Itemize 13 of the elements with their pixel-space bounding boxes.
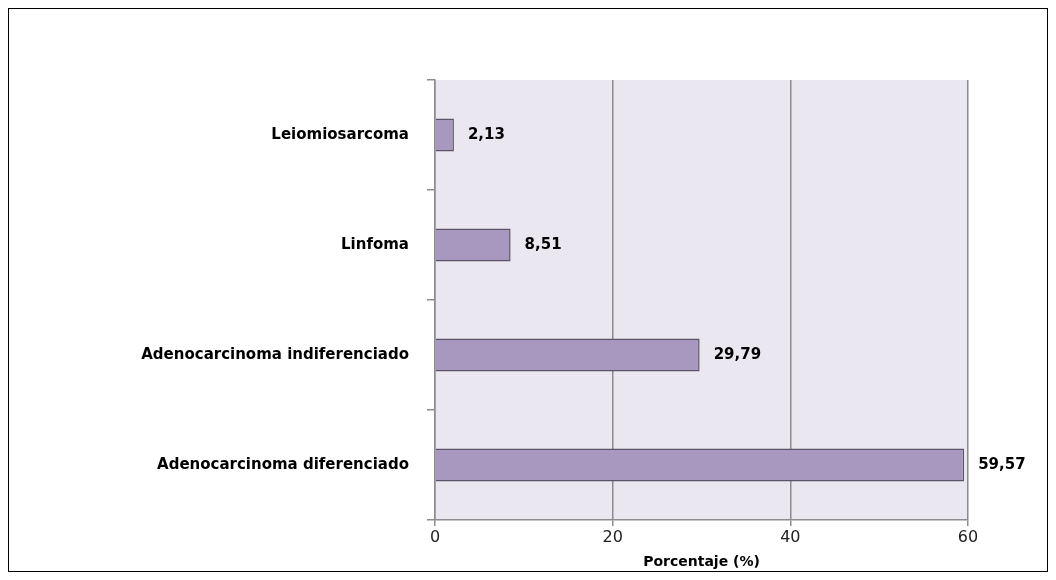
x-tick-label: 20 [602,526,623,546]
x-axis-title: Porcentaje (%) [643,553,760,570]
y-tick-label: Adenocarcinoma indiferenciado [141,344,409,363]
data-label: 8,51 [524,234,562,253]
x-tick-label: 0 [429,526,441,546]
y-tick-label: Adenocarcinoma diferenciado [157,454,409,473]
data-label: 2,13 [467,124,505,143]
data-label: 29,79 [713,344,762,363]
x-tick-label: 60 [957,526,979,546]
data-label: 59,57 [978,454,1026,473]
x-tick-label: 40 [780,526,801,546]
y-tick-label: Leiomiosarcoma [271,124,409,143]
y-tick-label: Linfoma [341,234,409,253]
